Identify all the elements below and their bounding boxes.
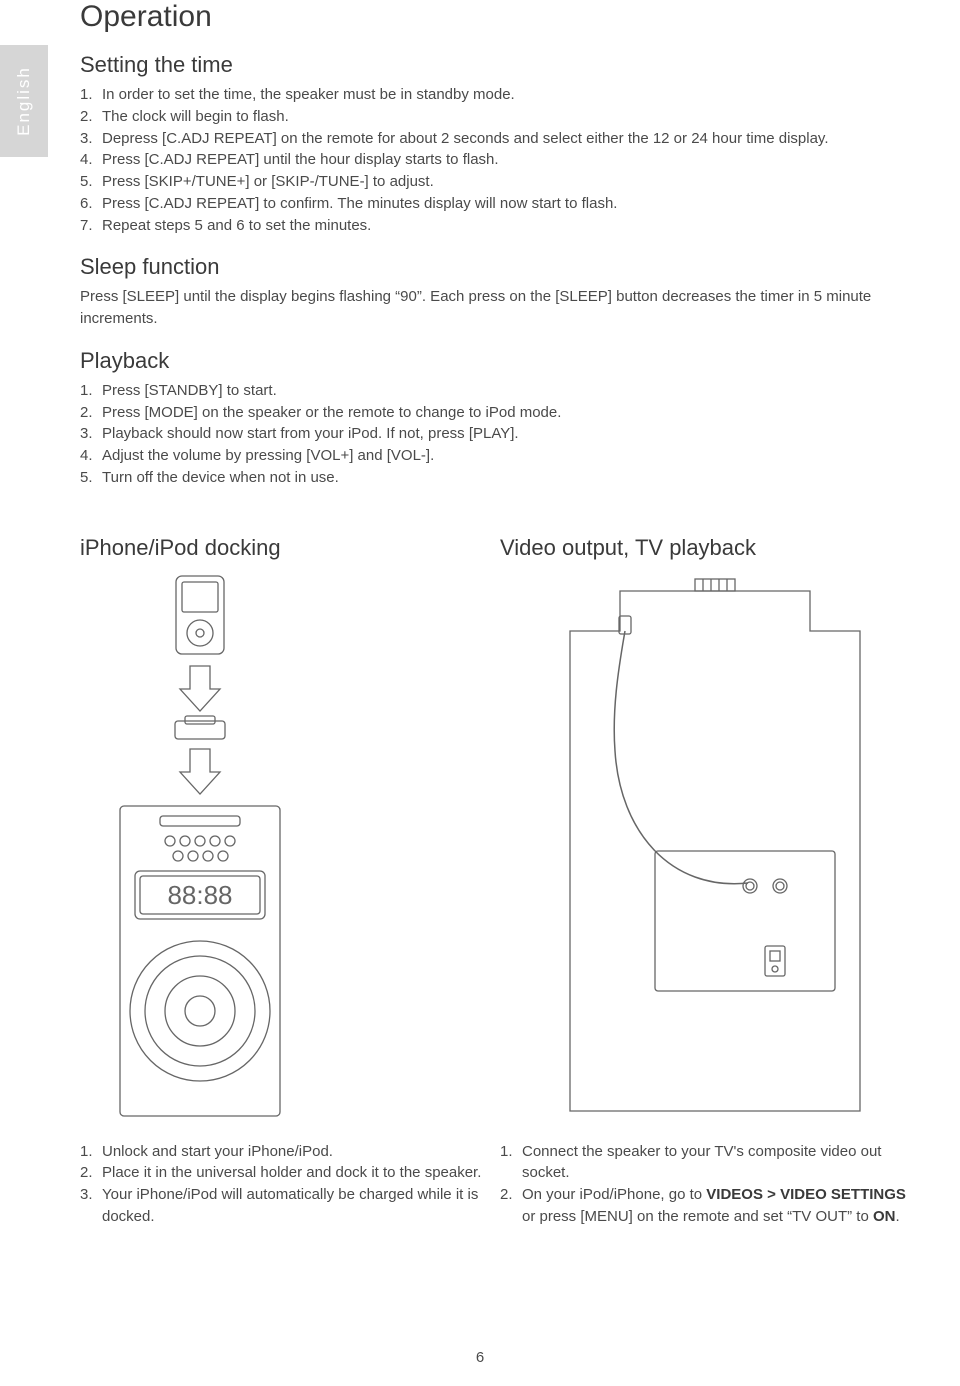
docking-list: 1.Unlock and start your iPhone/iPod. 2.P… xyxy=(80,1141,500,1228)
video-column: Video output, TV playback xyxy=(500,517,920,1228)
video-diagram-icon xyxy=(500,571,900,1131)
list-item: 4.Press [C.ADJ REPEAT] until the hour di… xyxy=(80,149,920,171)
list-item: 2.On your iPod/iPhone, go to VIDEOS > VI… xyxy=(500,1184,920,1228)
docking-column: iPhone/iPod docking xyxy=(80,517,500,1228)
list-item: 1.Connect the speaker to your TV's compo… xyxy=(500,1141,920,1185)
page-title: Operation xyxy=(80,0,920,34)
setting-time-list: 1.In order to set the time, the speaker … xyxy=(80,84,920,236)
list-item: 4.Adjust the volume by pressing [VOL+] a… xyxy=(80,445,920,467)
speaker-display-text: 88:88 xyxy=(167,880,232,910)
list-item: 5.Press [SKIP+/TUNE+] or [SKIP-/TUNE-] t… xyxy=(80,171,920,193)
playback-list: 1.Press [STANDBY] to start. 2.Press [MOD… xyxy=(80,380,920,489)
list-item: 1.In order to set the time, the speaker … xyxy=(80,84,920,106)
video-list: 1.Connect the speaker to your TV's compo… xyxy=(500,1141,920,1228)
section-heading-docking: iPhone/iPod docking xyxy=(80,535,500,561)
section-heading-video: Video output, TV playback xyxy=(500,535,920,561)
list-item: 7.Repeat steps 5 and 6 to set the minute… xyxy=(80,215,920,237)
language-tab: English xyxy=(0,45,48,157)
sleep-body: Press [SLEEP] until the display begins f… xyxy=(80,286,920,330)
language-label: English xyxy=(14,66,34,136)
page-number: 6 xyxy=(0,1349,960,1366)
list-item: 3.Playback should now start from your iP… xyxy=(80,423,920,445)
docking-illustration: 88:88 xyxy=(80,571,500,1141)
section-heading-setting-time: Setting the time xyxy=(80,52,920,78)
list-item: 2.Press [MODE] on the speaker or the rem… xyxy=(80,402,920,424)
list-item: 1.Press [STANDBY] to start. xyxy=(80,380,920,402)
list-item: 2.The clock will begin to flash. xyxy=(80,106,920,128)
list-item: 2.Place it in the universal holder and d… xyxy=(80,1162,500,1184)
list-item: 1.Unlock and start your iPhone/iPod. xyxy=(80,1141,500,1163)
list-item: 5.Turn off the device when not in use. xyxy=(80,467,920,489)
page-content: Operation Setting the time 1.In order to… xyxy=(80,0,920,1228)
section-heading-playback: Playback xyxy=(80,348,920,374)
section-heading-sleep: Sleep function xyxy=(80,254,920,280)
video-illustration xyxy=(500,571,920,1141)
list-item: 3.Your iPhone/iPod will automatically be… xyxy=(80,1184,500,1228)
list-item: 3.Depress [C.ADJ REPEAT] on the remote f… xyxy=(80,128,920,150)
list-item: 6.Press [C.ADJ REPEAT] to confirm. The m… xyxy=(80,193,920,215)
docking-diagram-icon: 88:88 xyxy=(80,571,340,1131)
